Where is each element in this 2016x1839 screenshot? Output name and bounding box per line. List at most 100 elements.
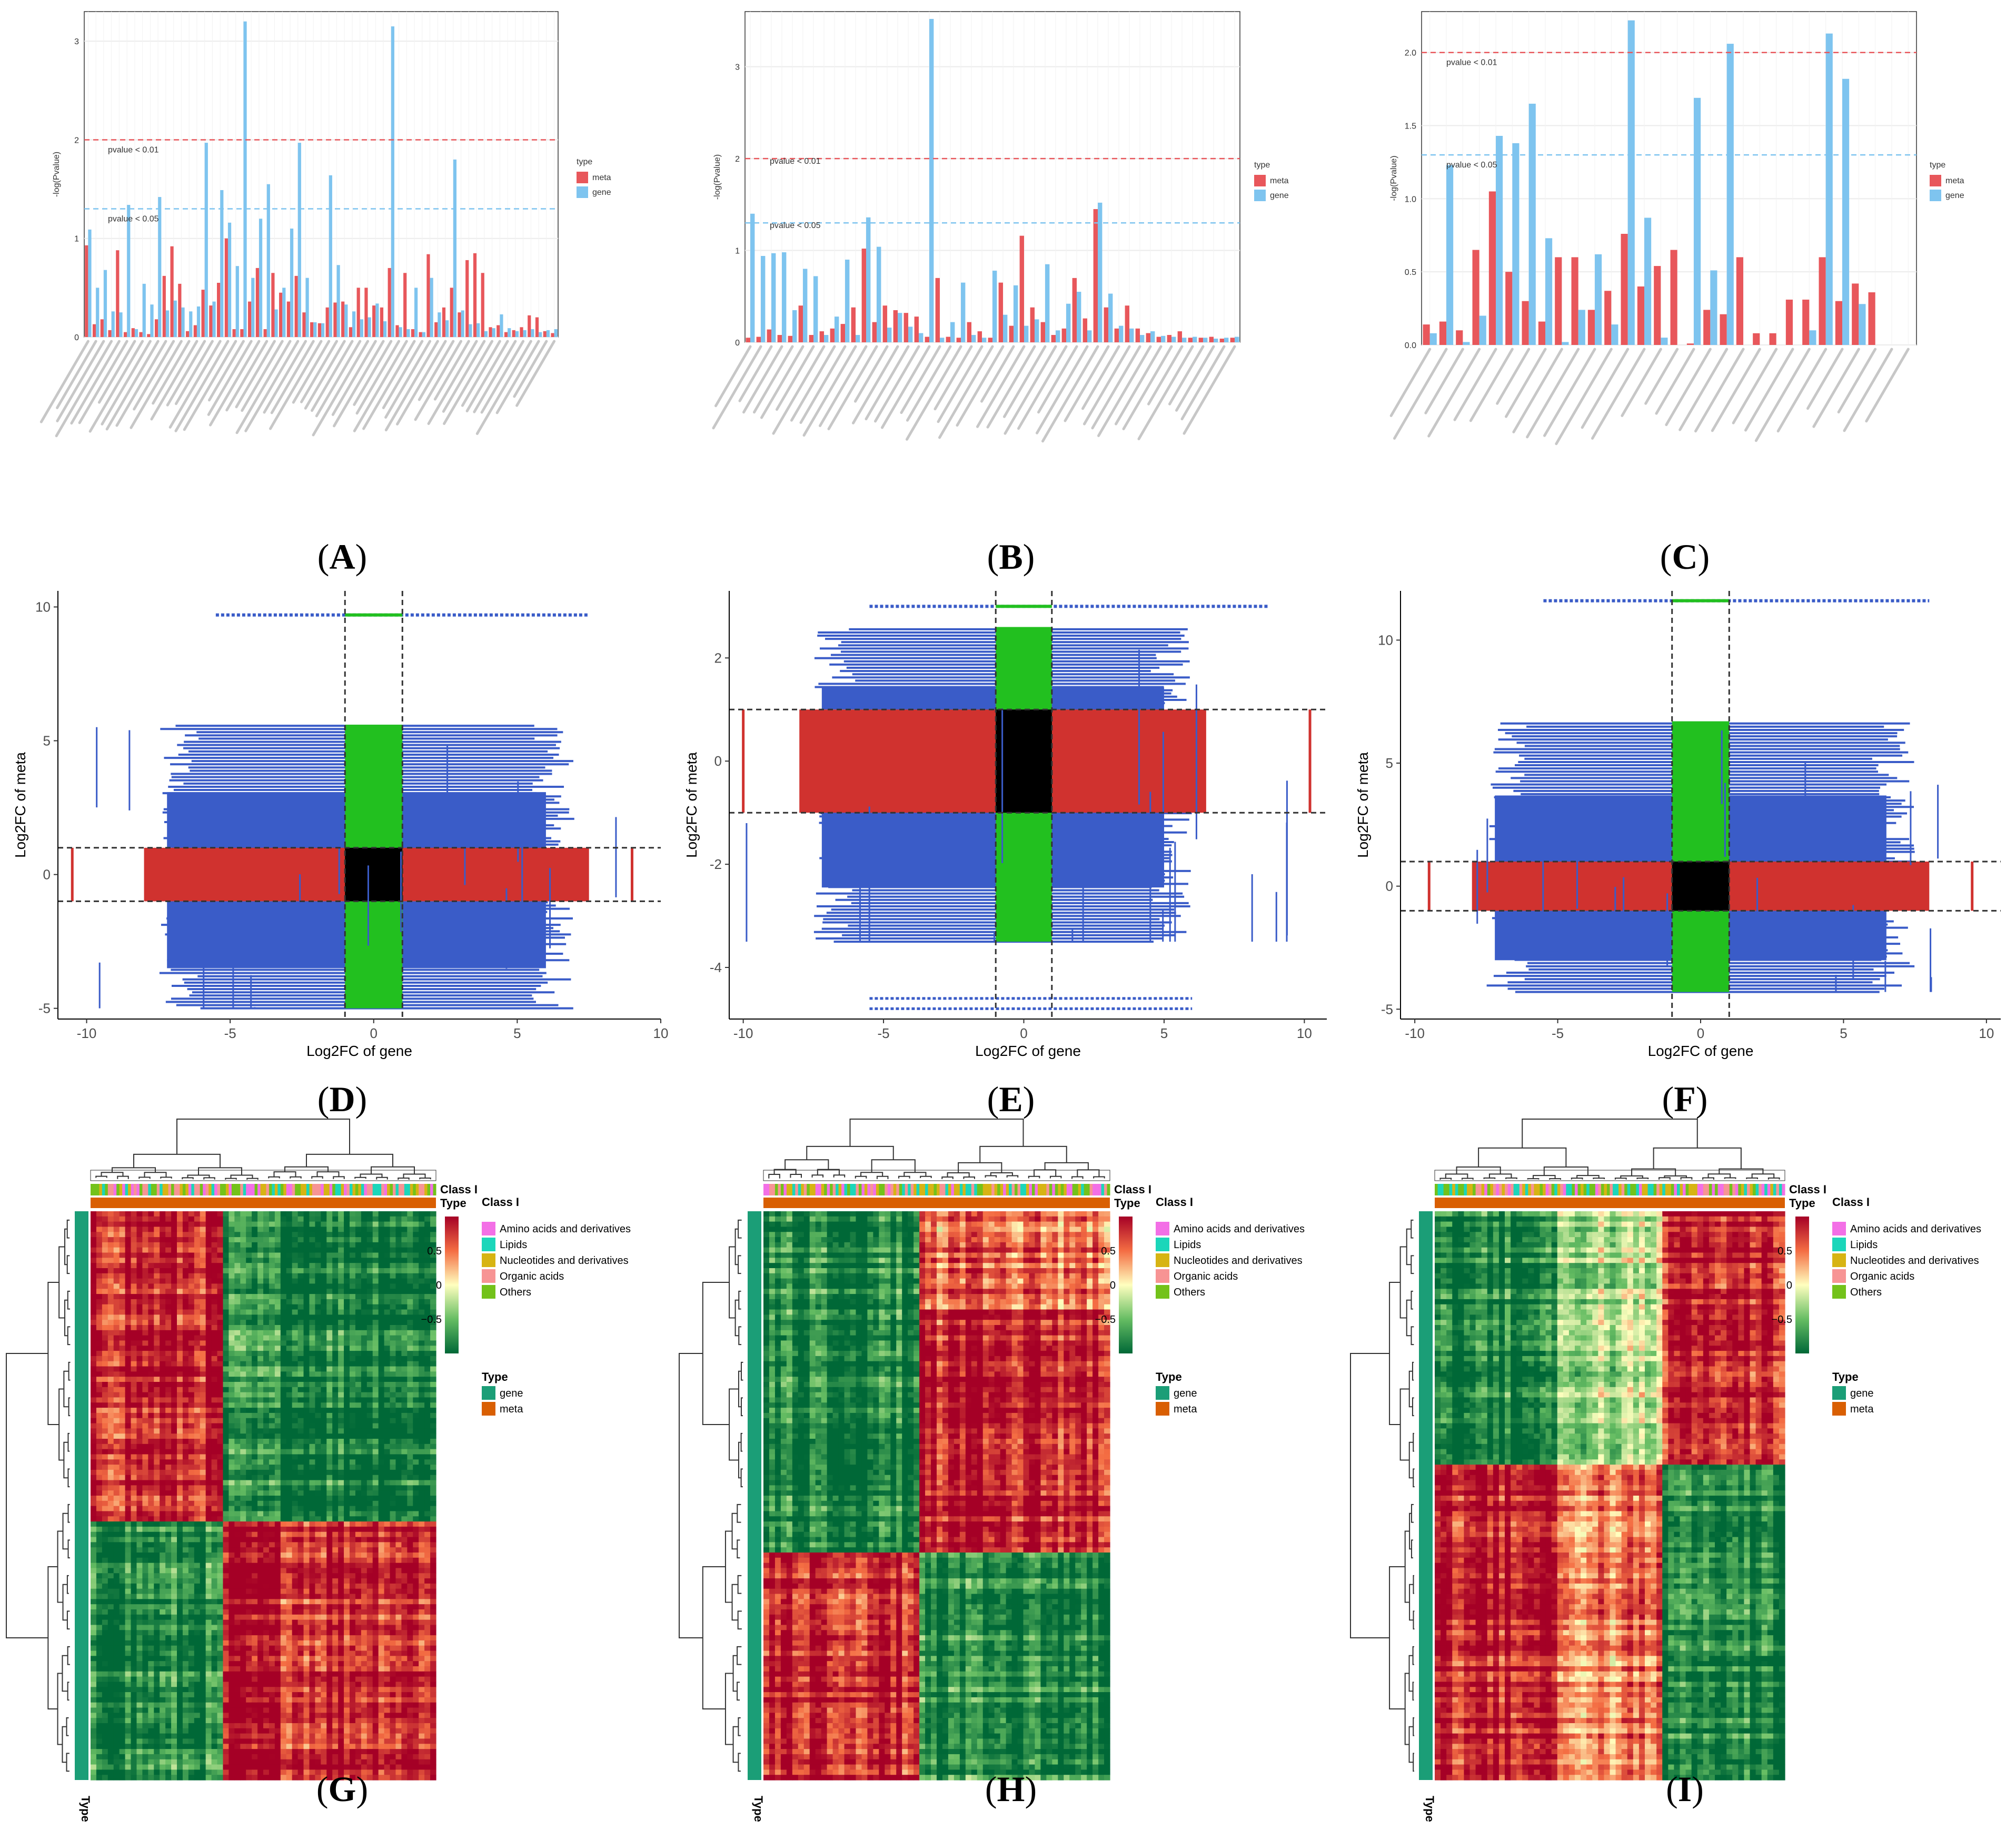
heatmap-cell xyxy=(372,1356,379,1362)
heatmap-cell xyxy=(280,1496,287,1501)
heatmap-cell xyxy=(395,1242,402,1248)
heatmap-cell xyxy=(280,1304,287,1310)
heatmap-cell xyxy=(217,1221,224,1228)
heatmap-cell xyxy=(113,1469,120,1476)
heatmap-cell xyxy=(350,1263,356,1269)
heatmap-cell xyxy=(131,1402,137,1408)
heatmap-cell xyxy=(401,1346,408,1351)
heatmap-cell xyxy=(384,1433,391,1439)
heatmap-cell xyxy=(355,1346,362,1351)
heatmap-cell xyxy=(332,1304,339,1310)
heatmap-cell xyxy=(286,1521,293,1527)
heatmap-cell xyxy=(286,1469,293,1476)
heatmap-cell xyxy=(326,1377,333,1382)
y-tick-label: 3 xyxy=(735,63,740,72)
heatmap-cell xyxy=(419,1449,425,1455)
heatmap-cell xyxy=(378,1340,385,1346)
heatmap-cell xyxy=(91,1304,97,1310)
heatmap-cell xyxy=(177,1237,183,1243)
heatmap-cell xyxy=(344,1459,350,1465)
heatmap-cell xyxy=(338,1449,344,1455)
heatmap-cell xyxy=(395,1330,402,1336)
heatmap-cell xyxy=(177,1361,183,1367)
heatmap-cell xyxy=(280,1423,287,1429)
heatmap-cell xyxy=(361,1490,368,1496)
heatmap-cell xyxy=(200,1542,206,1548)
heatmap-cell xyxy=(154,1418,160,1424)
heatmap-cell xyxy=(297,1356,304,1362)
heatmap-cell xyxy=(205,1366,212,1372)
heatmap-cell xyxy=(390,1232,396,1238)
heatmap-cell xyxy=(160,1356,166,1362)
heatmap-cell xyxy=(252,1377,258,1382)
bar-gene xyxy=(1108,293,1113,342)
heatmap-cell xyxy=(229,1351,235,1357)
heatmap-cell xyxy=(390,1371,396,1377)
heatmap-cell xyxy=(160,1402,166,1408)
heatmap-cell xyxy=(344,1516,350,1522)
heatmap-cell xyxy=(280,1397,287,1403)
heatmap-cell xyxy=(413,1377,419,1382)
heatmap-cell xyxy=(286,1371,293,1377)
heatmap-cell xyxy=(372,1325,379,1331)
heatmap-cell xyxy=(160,1433,166,1439)
heatmap-cell xyxy=(326,1371,333,1377)
heatmap-cell xyxy=(361,1366,368,1372)
heatmap-cell xyxy=(401,1247,408,1253)
heatmap-cell xyxy=(102,1537,108,1543)
bar-meta xyxy=(840,324,845,342)
heatmap-cell xyxy=(223,1547,229,1553)
heatmap-cell xyxy=(252,1351,258,1357)
heatmap-cell xyxy=(96,1500,103,1507)
heatmap-cell xyxy=(372,1211,379,1217)
heatmap-cell xyxy=(390,1346,396,1351)
bar-gene xyxy=(1809,330,1816,345)
heatmap-cell xyxy=(154,1480,160,1486)
heatmap-cell xyxy=(384,1216,391,1222)
heatmap-cell xyxy=(177,1433,183,1439)
heatmap-cell xyxy=(292,1237,299,1243)
category-label xyxy=(1393,348,1448,440)
heatmap-cell xyxy=(344,1423,350,1429)
heatmap-cell xyxy=(413,1439,419,1445)
heatmap-cell xyxy=(263,1278,270,1284)
bar-meta xyxy=(263,329,267,337)
heatmap-cell xyxy=(395,1526,402,1532)
heatmap-cell xyxy=(263,1361,270,1367)
category-label xyxy=(1843,348,1893,432)
heatmap-cell xyxy=(188,1366,195,1372)
heatmap-cell xyxy=(252,1397,258,1403)
heatmap-cell xyxy=(269,1475,275,1481)
heatmap-cell xyxy=(234,1506,241,1512)
heatmap-cell xyxy=(223,1433,229,1439)
heatmap-cell xyxy=(102,1216,108,1222)
heatmap-cell xyxy=(309,1547,315,1553)
heatmap-cell xyxy=(413,1547,419,1553)
heatmap-cell xyxy=(240,1454,246,1460)
heatmap-cell xyxy=(274,1242,281,1248)
heatmap-cell xyxy=(338,1408,344,1413)
heatmap-cell xyxy=(419,1521,425,1527)
heatmap-cell xyxy=(280,1547,287,1553)
heatmap-cell xyxy=(350,1268,356,1274)
heatmap-cell xyxy=(229,1402,235,1408)
heatmap-cell xyxy=(113,1211,120,1217)
heatmap-cell xyxy=(321,1542,327,1548)
heatmap-cell xyxy=(154,1263,160,1269)
heatmap-cell xyxy=(280,1294,287,1300)
heatmap-cell xyxy=(372,1496,379,1501)
heatmap-cell xyxy=(102,1454,108,1460)
heatmap-cell xyxy=(177,1469,183,1476)
heatmap-cell xyxy=(257,1547,264,1553)
heatmap-cell xyxy=(252,1211,258,1217)
heatmap-cell xyxy=(419,1314,425,1320)
heatmap-cell xyxy=(136,1346,143,1351)
heatmap-cell xyxy=(211,1211,218,1217)
heatmap-cell xyxy=(274,1330,281,1336)
heatmap-cell xyxy=(113,1475,120,1481)
heatmap-cell xyxy=(234,1252,241,1258)
heatmap-cell xyxy=(361,1387,368,1393)
heatmap-cell xyxy=(263,1227,270,1232)
heatmap-cell xyxy=(297,1392,304,1398)
heatmap-cell xyxy=(413,1465,419,1470)
